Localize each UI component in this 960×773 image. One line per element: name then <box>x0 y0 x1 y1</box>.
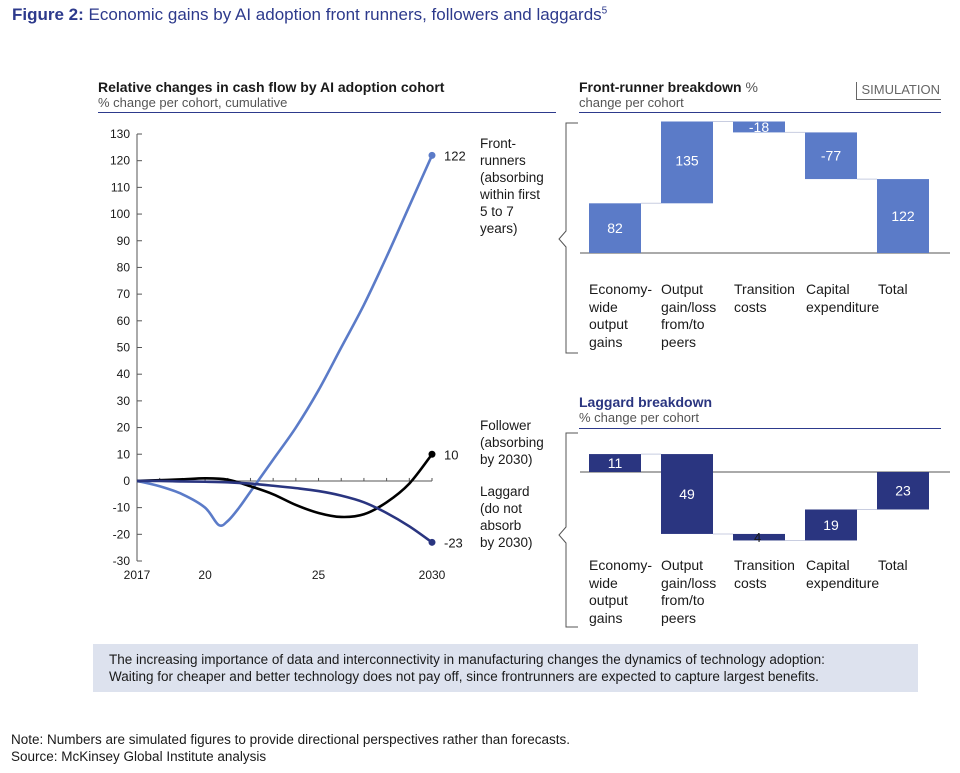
x-tick-label: 2030 <box>419 568 446 582</box>
front-runners-line-end-label: 122 <box>444 148 466 163</box>
fr-bar-label: -77 <box>821 148 841 164</box>
y-tick-label: 130 <box>110 127 130 141</box>
y-tick-label: 70 <box>117 287 131 301</box>
line-chart: 1301201101009080706050403020100-10-20-30… <box>110 127 466 582</box>
lg-bar <box>805 509 857 541</box>
front-runner-bracket <box>558 122 578 354</box>
front-runner-title-unit: % <box>745 79 758 95</box>
fr-bar <box>877 179 929 253</box>
y-tick-label: 60 <box>117 314 131 328</box>
laggard-line-end-label: -23 <box>444 535 463 550</box>
laggard-subtitle: % change per cohort <box>579 410 699 425</box>
breakdown-brackets <box>558 122 578 628</box>
y-tick-label: 40 <box>117 367 131 381</box>
x-tick-label: 20 <box>198 568 212 582</box>
y-tick-label: -30 <box>113 554 131 568</box>
lg-category-output-gain: Output gain/loss from/to peers <box>661 557 717 626</box>
x-tick-label: 25 <box>312 568 326 582</box>
fr-bar <box>661 121 713 204</box>
front-runners-label: Front- runners (absorbing within first 5… <box>480 136 544 236</box>
fr-category-total: Total <box>878 281 908 297</box>
front-runner-title: Front-runner breakdown % <box>579 79 758 95</box>
lg-category-transition: Transition costs <box>734 557 795 591</box>
fr-category-transition: Transition costs <box>734 281 795 315</box>
lg-bar <box>661 454 713 534</box>
laggard-line-endpoint <box>428 538 436 546</box>
fr-bar-label: 82 <box>607 220 623 236</box>
lg-bar <box>877 472 929 510</box>
laggard-line <box>136 479 433 544</box>
x-tick-label: 2017 <box>124 568 151 582</box>
lg-category-total: Total <box>878 557 908 573</box>
y-tick-label: 0 <box>123 474 130 488</box>
y-tick-label: 10 <box>117 447 131 461</box>
lg-bar-label: 19 <box>823 517 839 533</box>
follower-line <box>136 453 434 519</box>
laggard-title: Laggard breakdown <box>579 394 713 410</box>
follower-label: Follower (absorbing by 2030) <box>480 418 544 467</box>
laggard-rule <box>579 428 941 429</box>
front-runner-rule <box>579 112 941 113</box>
laggard-waterfall: 11 49 4 19 23 <box>580 453 950 545</box>
y-tick-label: 110 <box>111 180 130 194</box>
y-tick-label: 30 <box>117 394 131 408</box>
lg-bar-label: 11 <box>608 455 623 471</box>
front-runner-waterfall: 82 135 -18 -77 122 <box>580 119 950 254</box>
front-runners-line-endpoint <box>428 151 436 159</box>
fr-bar <box>805 132 857 180</box>
left-panel-title: Relative changes in cash flow by AI adop… <box>98 79 445 95</box>
lg-category-capex: Capital expenditure <box>806 557 880 591</box>
source-text: Source: McKinsey Global Institute analys… <box>11 749 267 764</box>
lg-bar-label: 23 <box>895 483 911 499</box>
follower-line-end-label: 10 <box>444 447 458 462</box>
footnote: Note: Numbers are simulated figures to p… <box>11 731 570 765</box>
y-tick-label: 80 <box>117 260 131 274</box>
note-text: Note: Numbers are simulated figures to p… <box>11 732 571 747</box>
fr-bar <box>733 121 785 133</box>
left-panel-subtitle: % change per cohort, cumulative <box>98 95 288 110</box>
front-runners-line <box>136 154 434 527</box>
y-tick-label: 120 <box>110 154 130 168</box>
figure-title: Figure 2: Economic gains by AI adoption … <box>12 5 607 25</box>
lg-bar <box>589 454 641 472</box>
fr-category-capex: Capital expenditure <box>806 281 880 315</box>
fr-bar <box>589 203 641 253</box>
y-tick-label: 20 <box>117 421 131 435</box>
fr-category-output-gain: Output gain/loss from/to peers <box>661 281 717 350</box>
lg-bar-label: 49 <box>679 486 695 502</box>
figure-label: Figure 2: <box>12 5 84 24</box>
figure-title-text: Economic gains by AI adoption front runn… <box>88 5 602 24</box>
laggard-bracket <box>558 432 578 628</box>
figure-superscript: 5 <box>601 5 608 17</box>
insight-box: The increasing importance of data and in… <box>93 644 918 692</box>
lg-bar-label: 4 <box>754 530 761 545</box>
y-tick-label: -10 <box>113 501 131 515</box>
y-tick-label: 90 <box>117 234 131 248</box>
fr-bar-label: -18 <box>749 119 769 135</box>
fr-category-economy-wide: Economy- wide output gains <box>589 281 653 350</box>
y-tick-label: 50 <box>117 341 131 355</box>
y-tick-label: -20 <box>113 527 131 541</box>
y-tick-label: 100 <box>110 207 130 221</box>
left-panel-rule <box>98 112 556 113</box>
front-runner-subtitle: change per cohort <box>579 95 684 110</box>
fr-bar-label: 135 <box>675 152 699 168</box>
simulation-label: SIMULATION <box>855 82 941 100</box>
front-runner-title-text: Front-runner breakdown <box>579 79 742 95</box>
fr-bar-label: 122 <box>891 208 915 224</box>
follower-line-endpoint <box>428 450 436 458</box>
insight-line-2: Waiting for cheaper and better technolog… <box>109 669 819 684</box>
insight-line-1: The increasing importance of data and in… <box>109 652 825 667</box>
laggard-label: Laggard (do not absorb by 2030) <box>480 484 533 550</box>
lg-bar <box>733 533 785 541</box>
lg-category-economy-wide: Economy- wide output gains <box>589 557 653 626</box>
